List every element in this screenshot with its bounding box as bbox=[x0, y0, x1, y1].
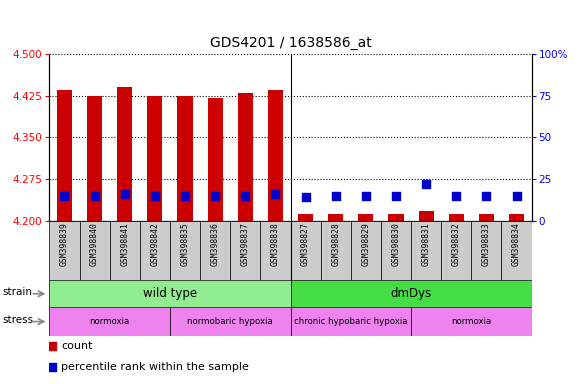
Point bbox=[60, 193, 69, 199]
Text: GDS4201 / 1638586_at: GDS4201 / 1638586_at bbox=[210, 36, 371, 50]
Text: count: count bbox=[61, 341, 92, 351]
Text: GSM398830: GSM398830 bbox=[392, 223, 400, 266]
Bar bbox=[328, 214, 343, 221]
Bar bbox=[471, 221, 501, 280]
Point bbox=[361, 193, 371, 199]
Text: normoxia: normoxia bbox=[89, 317, 130, 326]
Bar bbox=[321, 221, 351, 280]
Text: GSM398842: GSM398842 bbox=[150, 223, 159, 266]
Bar bbox=[230, 221, 260, 280]
Point bbox=[90, 193, 99, 199]
Point bbox=[180, 193, 189, 199]
Text: wild type: wild type bbox=[143, 287, 197, 300]
Text: GSM398834: GSM398834 bbox=[512, 223, 521, 266]
Bar bbox=[140, 221, 170, 280]
Point bbox=[482, 193, 491, 199]
Bar bbox=[418, 211, 433, 221]
Text: GSM398827: GSM398827 bbox=[301, 223, 310, 266]
Text: GSM398837: GSM398837 bbox=[241, 223, 250, 266]
Bar bbox=[268, 90, 283, 221]
Bar bbox=[449, 214, 464, 221]
Text: percentile rank within the sample: percentile rank within the sample bbox=[61, 362, 249, 372]
Point bbox=[271, 191, 280, 197]
Bar bbox=[260, 221, 290, 280]
Bar bbox=[207, 98, 223, 221]
Text: GSM398833: GSM398833 bbox=[482, 223, 491, 266]
Point bbox=[451, 193, 461, 199]
Point bbox=[241, 193, 250, 199]
Point bbox=[392, 193, 401, 199]
Text: dmDys: dmDys bbox=[390, 287, 432, 300]
Bar bbox=[200, 221, 230, 280]
Bar bbox=[479, 214, 494, 221]
Bar bbox=[57, 90, 72, 221]
Bar bbox=[351, 221, 381, 280]
Point bbox=[210, 193, 220, 199]
Point bbox=[120, 191, 130, 197]
Bar bbox=[80, 221, 110, 280]
Point bbox=[512, 193, 521, 199]
Bar bbox=[298, 214, 313, 221]
Point bbox=[150, 193, 160, 199]
Bar bbox=[290, 307, 411, 336]
Bar bbox=[290, 280, 532, 307]
Text: GSM398839: GSM398839 bbox=[60, 223, 69, 266]
Text: strain: strain bbox=[2, 287, 33, 298]
Bar bbox=[411, 307, 532, 336]
Bar bbox=[411, 221, 441, 280]
Text: GSM398832: GSM398832 bbox=[452, 223, 461, 266]
Point bbox=[48, 343, 57, 349]
Bar bbox=[148, 96, 163, 221]
Bar bbox=[110, 221, 140, 280]
Bar bbox=[501, 221, 532, 280]
Point bbox=[48, 364, 57, 370]
Text: GSM398840: GSM398840 bbox=[90, 223, 99, 266]
Bar bbox=[49, 221, 80, 280]
Text: GSM398838: GSM398838 bbox=[271, 223, 280, 266]
Bar bbox=[170, 221, 200, 280]
Bar bbox=[177, 96, 192, 221]
Bar bbox=[381, 221, 411, 280]
Text: chronic hypobaric hypoxia: chronic hypobaric hypoxia bbox=[294, 317, 407, 326]
Point bbox=[331, 193, 340, 199]
Text: GSM398828: GSM398828 bbox=[331, 223, 340, 266]
Point bbox=[301, 194, 310, 200]
Bar bbox=[358, 214, 374, 221]
Text: normobaric hypoxia: normobaric hypoxia bbox=[187, 317, 273, 326]
Text: GSM398835: GSM398835 bbox=[181, 223, 189, 266]
Bar bbox=[290, 221, 321, 280]
Bar bbox=[117, 87, 132, 221]
Bar bbox=[87, 96, 102, 221]
Text: normoxia: normoxia bbox=[451, 317, 492, 326]
Bar bbox=[441, 221, 471, 280]
Bar bbox=[238, 93, 253, 221]
Text: stress: stress bbox=[2, 315, 34, 325]
Point bbox=[421, 181, 431, 187]
Bar bbox=[49, 307, 170, 336]
Text: GSM398841: GSM398841 bbox=[120, 223, 129, 266]
Bar bbox=[170, 307, 290, 336]
Bar bbox=[389, 214, 404, 221]
Bar bbox=[509, 214, 524, 221]
Text: GSM398831: GSM398831 bbox=[422, 223, 431, 266]
Text: GSM398836: GSM398836 bbox=[211, 223, 220, 266]
Text: GSM398829: GSM398829 bbox=[361, 223, 370, 266]
Bar bbox=[49, 280, 290, 307]
